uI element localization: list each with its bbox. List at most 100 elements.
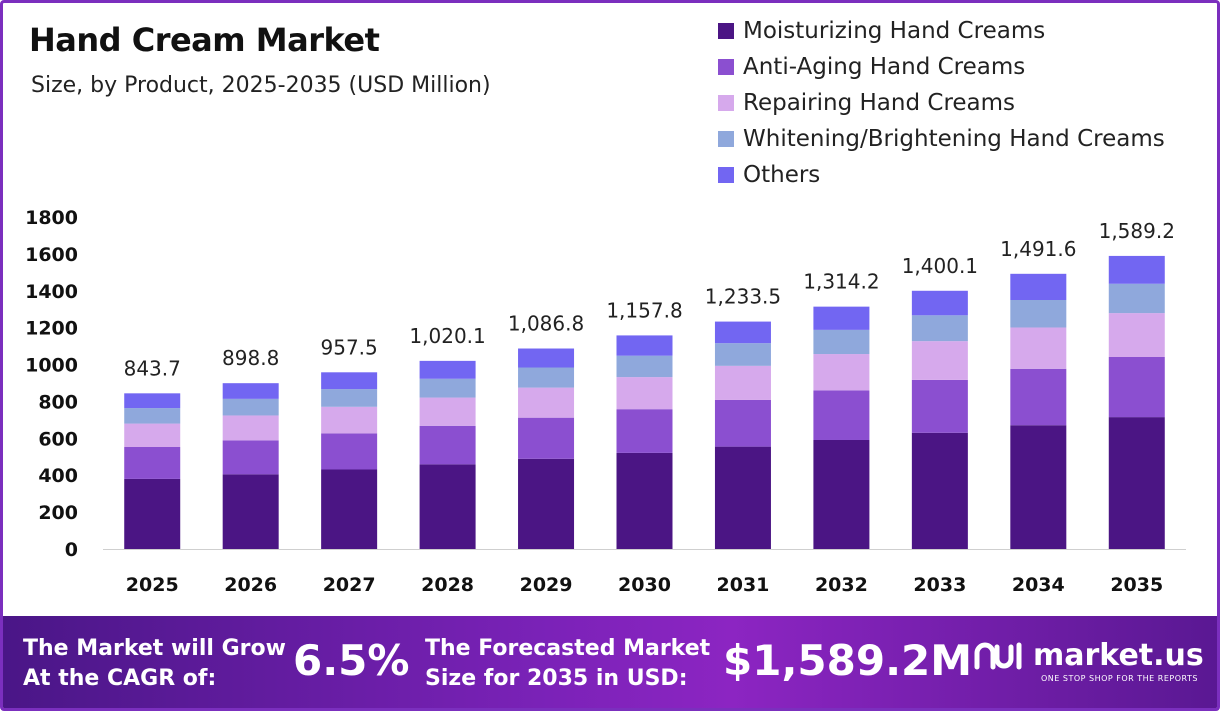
bar-total-label: 1,314.2 <box>803 270 879 294</box>
bar-segment <box>419 378 476 398</box>
bar-segment <box>419 464 476 549</box>
bar-total-label: 1,589.2 <box>1099 219 1175 243</box>
y-tick-label: 800 <box>38 391 78 413</box>
y-tick-label: 1000 <box>25 355 78 377</box>
bar-segment <box>1010 368 1067 426</box>
bar-segment <box>1108 255 1165 284</box>
bar-segment <box>813 354 870 391</box>
brand-logo: market.us <box>973 638 1204 673</box>
legend-label-anti-aging: Anti-Aging Hand Creams <box>743 54 1026 80</box>
x-tick-label: 2027 <box>323 574 376 596</box>
bar-segment <box>1108 313 1165 357</box>
brand-tagline: ONE STOP SHOP FOR THE REPORTS <box>1041 674 1198 683</box>
y-tick-label: 400 <box>38 465 78 487</box>
bar-segment <box>419 425 476 465</box>
x-tick-label: 2032 <box>815 574 868 596</box>
bar-segment <box>518 367 575 388</box>
bar-segment <box>911 341 968 380</box>
bar-segment <box>518 348 575 368</box>
x-tick-label: 2033 <box>913 574 966 596</box>
bar-segment <box>321 389 378 407</box>
bar-segment <box>616 355 673 378</box>
cagr-label: The Market will Grow At the CAGR of: <box>23 634 286 694</box>
x-tick-label: 2028 <box>421 574 474 596</box>
bar-total-label: 1,491.6 <box>1000 237 1076 261</box>
chart-subtitle: Size, by Product, 2025-2035 (USD Million… <box>31 73 491 98</box>
legend-item-anti-aging: Anti-Aging Hand Creams <box>718 49 1165 85</box>
stacked-bar-chart: 0 200 400 600 800 1000 1200 1400 1600 1800 843.7 20… <box>25 207 1186 596</box>
legend-item-repairing: Repairing Hand Creams <box>718 85 1165 121</box>
bar-segment <box>124 447 181 479</box>
legend-label-whitening: Whitening/Brightening Hand Creams <box>743 126 1165 152</box>
y-tick-label: 1600 <box>25 244 78 266</box>
bar-segment <box>321 469 378 549</box>
bar-segment <box>911 379 968 433</box>
bar-segment <box>321 433 378 470</box>
bar-segment <box>1108 417 1165 549</box>
legend-swatch-whitening <box>718 131 734 147</box>
bar-segment <box>222 398 279 416</box>
legend-item-whitening: Whitening/Brightening Hand Creams <box>718 121 1165 157</box>
bar-segment <box>1010 273 1067 300</box>
bar-total-label: 1,400.1 <box>902 254 978 278</box>
cagr-label-line1: The Market will Grow <box>23 636 286 661</box>
bar-segment <box>518 458 575 549</box>
bar-segment <box>1108 283 1165 314</box>
bar-segment <box>911 290 968 316</box>
bar-total-label: 843.7 <box>124 356 181 380</box>
x-tick-label: 2035 <box>1110 574 1163 596</box>
bar-segment <box>124 393 181 409</box>
chart-title: Hand Cream Market <box>29 21 380 59</box>
bar-segment <box>813 306 870 330</box>
bar-total-label: 1,086.8 <box>508 312 584 336</box>
bar-total-label: 1,233.5 <box>705 285 781 309</box>
y-tick-label: 1200 <box>25 318 78 340</box>
x-tick-label: 2031 <box>717 574 770 596</box>
x-tick-label: 2025 <box>126 574 179 596</box>
bar-segment <box>222 383 279 399</box>
bar-segment <box>813 390 870 440</box>
x-tick-label: 2029 <box>520 574 573 596</box>
forecast-label-line2: Size for 2035 in USD: <box>425 666 688 691</box>
legend-swatch-moisturizing <box>718 23 734 39</box>
legend: Moisturizing Hand Creams Anti-Aging Hand… <box>718 13 1165 193</box>
market-us-logo-icon <box>974 642 1022 669</box>
bar-total-label: 898.8 <box>222 346 279 370</box>
bar-segment <box>518 387 575 418</box>
forecast-label: The Forecasted Market Size for 2035 in U… <box>425 634 710 694</box>
x-tick-label: 2026 <box>224 574 277 596</box>
bar-segment <box>419 360 476 379</box>
bar-segment <box>616 335 673 356</box>
legend-label-moisturizing: Moisturizing Hand Creams <box>743 18 1046 44</box>
bar-segment <box>1010 300 1067 328</box>
bar-segment <box>911 315 968 342</box>
x-tick-label: 2034 <box>1012 574 1065 596</box>
bar-segment <box>813 439 870 549</box>
bar-segment <box>714 365 771 400</box>
y-tick-label: 1400 <box>25 281 78 303</box>
bar-segment <box>124 408 181 424</box>
bar-segment <box>222 415 279 441</box>
legend-label-others: Others <box>743 162 821 188</box>
y-tick-label: 0 <box>65 539 78 561</box>
y-tick-label: 600 <box>38 428 78 450</box>
bar-total-label: 957.5 <box>321 335 378 359</box>
bar-segment <box>714 343 771 366</box>
bar-segment <box>714 399 771 447</box>
legend-swatch-anti-aging <box>718 59 734 75</box>
cagr-value: 6.5% <box>293 636 410 685</box>
bar-segment <box>321 372 378 390</box>
bar-total-label: 1,157.8 <box>606 298 682 322</box>
forecast-value: $1,589.2M <box>723 636 973 685</box>
summary-banner: The Market will Grow At the CAGR of: 6.5… <box>3 616 1217 708</box>
bar-segment <box>616 409 673 453</box>
bar-segment <box>616 377 673 410</box>
legend-label-repairing: Repairing Hand Creams <box>743 90 1016 116</box>
bar-segment <box>321 406 378 434</box>
legend-swatch-repairing <box>718 95 734 111</box>
bar-segment <box>911 432 968 549</box>
y-tick-label: 1800 <box>25 207 78 229</box>
brand-name: market.us <box>1033 638 1204 673</box>
bar-segment <box>714 321 771 344</box>
